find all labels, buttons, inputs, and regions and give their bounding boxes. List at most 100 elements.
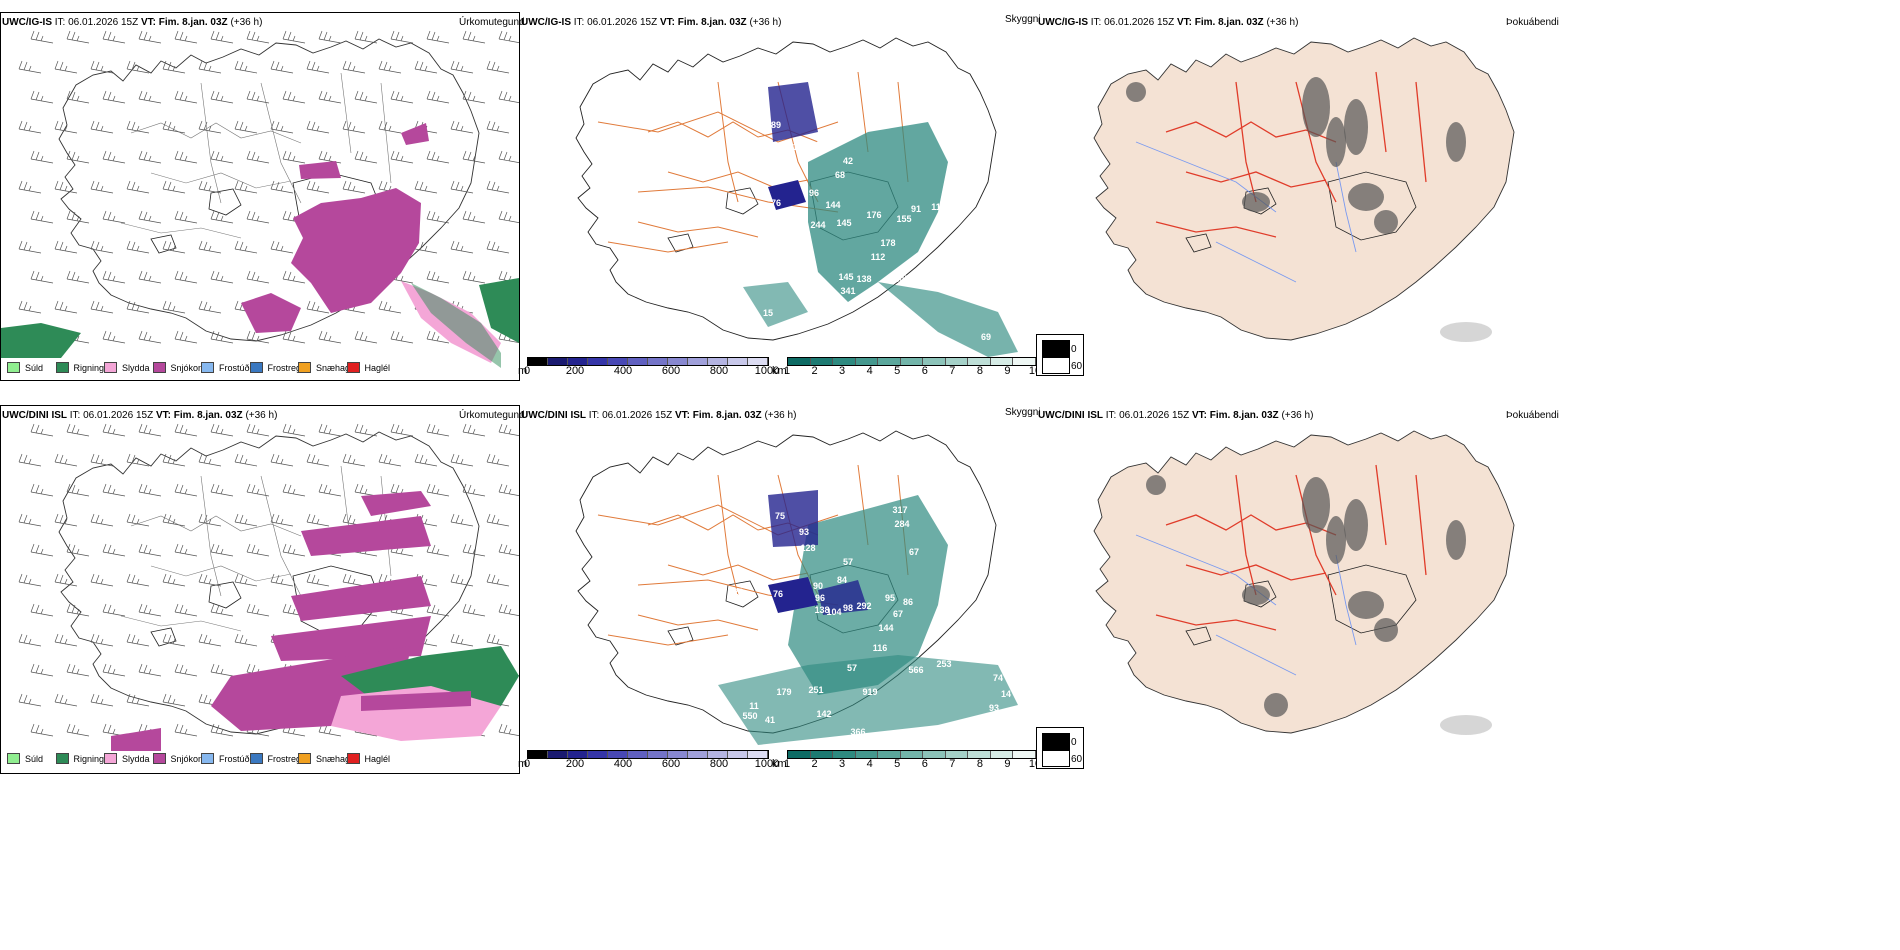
fog-cell: [1374, 210, 1398, 234]
colorbar-segment: [728, 358, 748, 365]
wind-barb: [426, 543, 450, 557]
wind-barb: [102, 30, 126, 44]
colorbar-segment: [748, 358, 768, 365]
colorbar-tick-label: 5: [894, 758, 901, 770]
cloudbase-value-label: 116: [873, 643, 888, 653]
wind-barb: [210, 723, 234, 737]
wind-barb: [18, 180, 42, 194]
cloudbase-value-label: 144: [825, 200, 840, 210]
panel-title-precip-row2: Úrkomutegund: [459, 410, 525, 421]
precip-panel-row2: Súld Rigning Slydda Snjókoma Frostúði Frostre…: [0, 405, 520, 774]
wind-barb: [54, 120, 78, 134]
colorbar-segment: [548, 358, 568, 365]
cloudbase-value-label: 284: [894, 519, 909, 529]
precip-legend-item: Haglél: [346, 362, 391, 373]
wind-barb: [18, 120, 42, 134]
wind-barb: [450, 120, 474, 134]
wind-barb: [306, 300, 330, 314]
precip-legend-swatch: [104, 362, 117, 373]
precip-panel-row1: Súld Rigning Slydda Snjókoma Frostúði Frostre…: [0, 12, 520, 381]
wind-barb: [138, 603, 162, 617]
fog-legend-label-0: 0: [1071, 344, 1077, 355]
wind-barb: [198, 180, 222, 194]
wind-barb: [30, 483, 54, 497]
cloudbase-value-label: 76: [771, 198, 781, 208]
visibility-area: [788, 495, 948, 695]
wind-barb: [234, 180, 258, 194]
valid-time: Fim. 8.jan. 03Z: [1209, 410, 1279, 421]
precip-legend-label: Haglél: [364, 362, 391, 373]
wind-barb: [354, 330, 378, 344]
wind-barb: [234, 453, 258, 467]
cloudbase-value-label: 550: [742, 711, 757, 721]
init-label: IT:: [573, 17, 585, 28]
colorbar-segment: [528, 751, 548, 758]
wind-barb: [210, 603, 234, 617]
wind-barb: [198, 240, 222, 254]
lead-time: (+36 h): [764, 410, 797, 421]
init-label: IT:: [1090, 17, 1102, 28]
wind-barb: [390, 423, 414, 437]
precip-legend-item: Snjókoma: [152, 362, 211, 373]
colorbar-segment: [788, 358, 811, 365]
cloudbase-unit-row1: m: [518, 365, 528, 377]
wind-barb: [282, 90, 306, 104]
wind-barb: [162, 693, 186, 707]
colorbar-segment: [855, 358, 879, 365]
colorbar-tick-label: 7: [949, 365, 956, 377]
cloudbase-value-label: 107: [806, 140, 821, 150]
wind-barb: [90, 693, 114, 707]
cloudbase-value-label: 67: [909, 547, 919, 557]
wind-barb: [174, 270, 198, 284]
colorbar-segment: [568, 358, 588, 365]
wind-barb: [126, 573, 150, 587]
precip-legend-swatch: [201, 753, 214, 764]
wind-barb: [174, 723, 198, 737]
cloudbase-area: [768, 82, 818, 142]
wind-barb: [426, 90, 450, 104]
visibility-colorbar-row2: [787, 750, 1037, 759]
wind-barb: [210, 330, 234, 344]
init-time: 06.01.2026 15Z: [83, 410, 154, 421]
fog-cell: [1446, 122, 1466, 162]
cloudbase-value-label: 919: [862, 687, 877, 697]
colorbar-segment: [608, 358, 628, 365]
precip-legend-item: Snæhagl: [298, 362, 352, 373]
cloudbase-value-label: 69: [981, 332, 991, 342]
wind-barb: [102, 150, 126, 164]
wind-barb: [138, 270, 162, 284]
model-name: UWC/DINI ISL: [521, 410, 586, 421]
wind-barb: [270, 513, 294, 527]
cloudbase-area: [768, 490, 818, 547]
wind-barb: [426, 30, 450, 44]
wind-barb: [138, 543, 162, 557]
panel-title-visibility-row1: Skyggni: [1005, 14, 1041, 25]
cloudbase-value-label: 89: [771, 120, 781, 130]
wind-barb: [270, 453, 294, 467]
colorbar-segment: [588, 358, 608, 365]
lead-time: (+36 h): [230, 17, 263, 28]
cloudbase-value-label: 74: [993, 673, 1003, 683]
fog-cell: [1348, 183, 1384, 211]
wind-barb: [462, 90, 486, 104]
cloudbase-value-label: 96: [809, 188, 819, 198]
cloudbase-value-label: 112: [871, 252, 886, 262]
init-label: IT:: [588, 410, 600, 421]
wind-barb: [90, 513, 114, 527]
wind-barb: [126, 633, 150, 647]
colorbar-tick-label: 800: [709, 365, 729, 377]
wind-barb: [450, 180, 474, 194]
wind-barb: [354, 150, 378, 164]
wind-barb: [102, 423, 126, 437]
wind-barb: [90, 120, 114, 134]
colorbar-segment: [968, 358, 991, 365]
colorbar-segment: [628, 751, 648, 758]
colorbar-segment: [788, 751, 811, 758]
precip-legend-row2: Súld Rigning Slydda Snjókoma Frostúði Frostre…: [1, 749, 519, 771]
wind-barb: [30, 210, 54, 224]
precip-legend-item: Frostúði: [201, 753, 252, 764]
wind-barb: [66, 543, 90, 557]
run-header-row1-visibility: UWC/IG-IS IT: 06.01.2026 15Z VT: Fim. 8.…: [521, 17, 781, 28]
wind-barb: [246, 543, 270, 557]
wind-barb: [450, 240, 474, 254]
